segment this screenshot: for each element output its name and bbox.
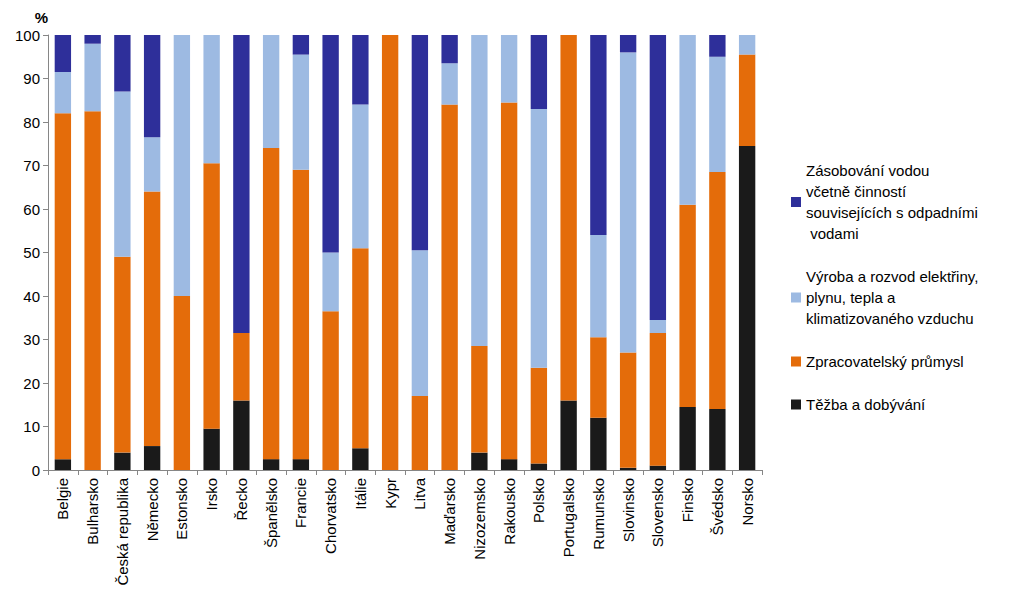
svg-text:vodami: vodami	[806, 225, 859, 242]
svg-text:0: 0	[32, 462, 40, 479]
svg-text:Výroba a rozvod elektřiny,: Výroba a rozvod elektřiny,	[806, 268, 982, 285]
svg-text:Švédsko: Švédsko	[709, 478, 726, 536]
svg-text:Maďarsko: Maďarsko	[441, 478, 458, 545]
svg-text:90: 90	[23, 70, 40, 87]
svg-text:Německo: Německo	[144, 478, 161, 541]
svg-text:Zásobování vodou: Zásobování vodou	[806, 162, 934, 179]
svg-text:Rakousko: Rakousko	[501, 478, 518, 545]
svg-text:Belgie: Belgie	[54, 478, 71, 520]
svg-text:50: 50	[23, 244, 40, 261]
svg-text:Norsko: Norsko	[739, 478, 756, 526]
svg-text:Finsko: Finsko	[679, 478, 696, 522]
svg-text:70: 70	[23, 157, 40, 174]
svg-text:klimatizovaného vzduchu: klimatizovaného vzduchu	[806, 310, 974, 327]
svg-text:Rumunsko: Rumunsko	[590, 478, 607, 550]
svg-text:plynu, tepla a: plynu, tepla a	[806, 289, 899, 306]
svg-text:Slovinsko: Slovinsko	[620, 478, 637, 542]
svg-text:40: 40	[23, 288, 40, 305]
svg-text:Itálie: Itálie	[352, 478, 369, 510]
svg-text:Francie: Francie	[292, 478, 309, 528]
svg-text:20: 20	[23, 375, 40, 392]
svg-text:10: 10	[23, 418, 40, 435]
svg-text:%: %	[35, 9, 48, 26]
svg-text:Řecko: Řecko	[233, 478, 250, 521]
svg-text:Chorvatsko: Chorvatsko	[322, 478, 339, 554]
svg-text:80: 80	[23, 114, 40, 131]
svg-text:Zpracovatelský průmysl: Zpracovatelský průmysl	[806, 353, 964, 370]
svg-text:Bulharsko: Bulharsko	[84, 478, 101, 545]
svg-text:Kypr: Kypr	[382, 478, 399, 509]
svg-text:Litva: Litva	[411, 477, 428, 509]
svg-text:60: 60	[23, 201, 40, 218]
svg-text:Polsko: Polsko	[530, 478, 547, 523]
svg-text:Irsko: Irsko	[203, 478, 220, 511]
svg-text:Těžba a dobývání: Těžba a dobývání	[806, 396, 926, 413]
svg-text:Estonsko: Estonsko	[173, 478, 190, 540]
svg-text:100: 100	[15, 27, 40, 44]
svg-text:Nizozemsko: Nizozemsko	[471, 478, 488, 560]
svg-text:Portugalsko: Portugalsko	[560, 478, 577, 557]
svg-text:souvisejících s odpadními: souvisejících s odpadními	[806, 204, 978, 221]
svg-text:Španělsko: Španělsko	[263, 478, 280, 548]
svg-text:včetně činností: včetně činností	[806, 183, 910, 200]
svg-text:Česká republika: Česká republika	[114, 477, 131, 585]
svg-text:30: 30	[23, 331, 40, 348]
svg-text:Slovensko: Slovensko	[649, 478, 666, 547]
